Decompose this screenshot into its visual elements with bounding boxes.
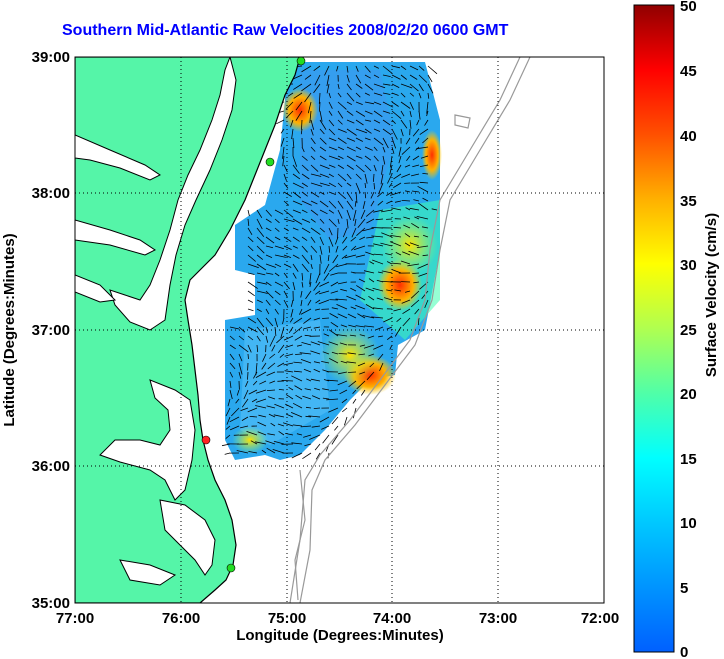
colorbar-tick-label: 10 (680, 515, 697, 532)
colorbar-tick-label: 40 (680, 128, 697, 145)
colorbar-tick-label: 5 (680, 580, 688, 597)
bathymetry-contours (289, 57, 531, 603)
x-tick-label: 74:00 (373, 610, 411, 627)
map-title: Southern Mid-Atlantic Raw Velocities 200… (62, 22, 509, 39)
colorbar-label: Surface Velocity (cm/s) (703, 213, 720, 377)
gridlines (75, 57, 604, 603)
colorbar-tick-label: 0 (680, 644, 688, 659)
x-tick-label: 75:00 (268, 610, 306, 627)
y-tick-label: 38:00 (32, 185, 70, 202)
north-station (296, 57, 306, 66)
x-tick-label: 77:00 (56, 610, 94, 627)
y-tick-label: 37:00 (32, 322, 70, 339)
y-tick-label: 35:00 (32, 595, 70, 612)
colorbar-tick-label: 50 (680, 0, 697, 15)
x-tick-label: 76:00 (162, 610, 200, 627)
y-axis: 39:00 38:00 37:00 36:00 35:00 Latitude (… (1, 49, 70, 612)
map-frame (74, 56, 605, 604)
colorbar-tick-label: 30 (680, 257, 697, 274)
y-axis-label: Latitude (Degrees:Minutes) (1, 233, 18, 426)
inland-water (75, 57, 237, 586)
x-tick-label: 73:00 (479, 610, 517, 627)
colorbar-tick-label: 35 (680, 193, 697, 210)
colorbar-tick-label: 45 (680, 63, 697, 80)
south-station (226, 563, 236, 573)
duck-station (201, 435, 211, 445)
velocity-field (221, 62, 442, 460)
colorbar-tick-label: 25 (680, 322, 697, 339)
x-axis: 77:00 76:00 75:00 74:00 73:00 72:00 Long… (56, 610, 619, 644)
colorbar-gradient (633, 4, 675, 653)
y-tick-label: 36:00 (32, 458, 70, 475)
colorbar: 50 45 40 35 30 25 20 15 10 5 0 Surface V… (633, 0, 720, 659)
x-axis-label: Longitude (Degrees:Minutes) (236, 627, 444, 644)
y-tick-label: 39:00 (32, 49, 70, 66)
colorbar-tick-label: 20 (680, 386, 697, 403)
delmarva-station (265, 157, 275, 167)
x-tick-label: 72:00 (581, 610, 619, 627)
colorbar-tick-label: 15 (680, 451, 697, 468)
